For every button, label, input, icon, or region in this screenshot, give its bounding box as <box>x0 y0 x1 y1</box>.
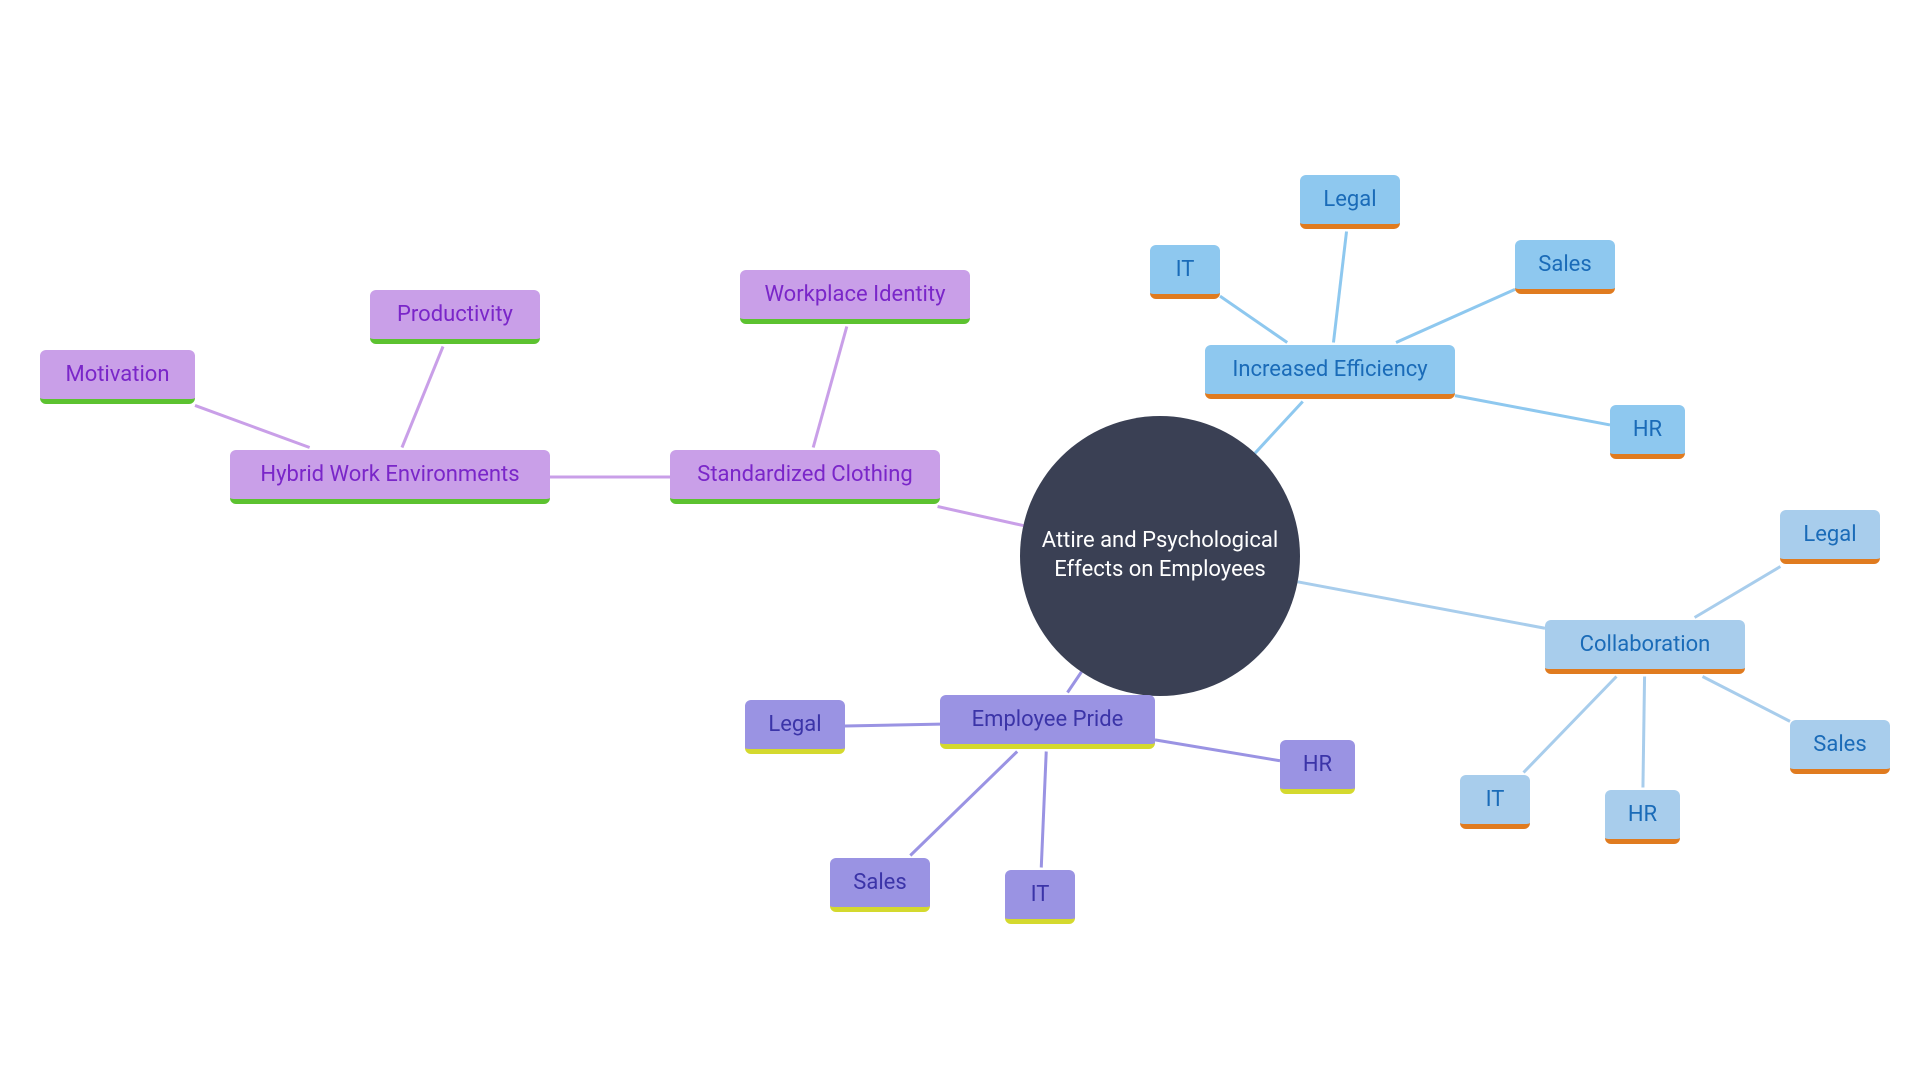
node-label: Standardized Clothing <box>697 462 912 487</box>
edge <box>402 347 443 448</box>
node-label: HR <box>1633 417 1662 442</box>
edge <box>195 405 310 447</box>
center-label: Attire and Psychological Effects on Empl… <box>1040 527 1280 584</box>
edge <box>1067 672 1081 693</box>
node-label: Hybrid Work Environments <box>260 462 519 487</box>
node-eff-legal: Legal <box>1300 175 1400 229</box>
node-label: Productivity <box>397 302 513 327</box>
node-pr-hr: HR <box>1280 740 1355 794</box>
node-col-hr: HR <box>1605 790 1680 844</box>
edge <box>1220 296 1287 342</box>
node-label: HR <box>1303 752 1332 777</box>
edge <box>1396 289 1515 342</box>
node-col-sales: Sales <box>1790 720 1890 774</box>
node-label: Sales <box>1813 732 1866 757</box>
node-std: Standardized Clothing <box>670 450 940 504</box>
node-label: Sales <box>853 870 906 895</box>
node-label: HR <box>1628 802 1657 827</box>
node-mot: Motivation <box>40 350 195 404</box>
node-label: IT <box>1486 787 1505 812</box>
node-label: Employee Pride <box>972 707 1124 732</box>
node-label: Increased Efficiency <box>1232 357 1427 382</box>
node-label: Collaboration <box>1580 632 1711 657</box>
edge <box>1298 582 1545 628</box>
node-col: Collaboration <box>1545 620 1745 674</box>
node-col-it: IT <box>1460 775 1530 829</box>
edge <box>1695 567 1781 618</box>
node-label: Legal <box>1803 522 1856 547</box>
node-label: IT <box>1176 257 1195 282</box>
edge-layer <box>0 0 1920 1080</box>
node-col-legal: Legal <box>1780 510 1880 564</box>
node-label: IT <box>1031 882 1050 907</box>
node-label: Legal <box>768 712 821 737</box>
node-pr-it: IT <box>1005 870 1075 924</box>
edge <box>1703 677 1790 722</box>
edge <box>910 752 1017 856</box>
edge <box>938 507 1024 526</box>
edge <box>1041 752 1046 868</box>
node-pr-sales: Sales <box>830 858 930 912</box>
node-eff: Increased Efficiency <box>1205 345 1455 399</box>
node-label: Legal <box>1323 187 1376 212</box>
edge <box>1455 396 1610 425</box>
node-eff-it: IT <box>1150 245 1220 299</box>
edge <box>1524 677 1617 773</box>
node-pride: Employee Pride <box>940 695 1155 749</box>
edge <box>1255 402 1303 454</box>
node-label: Motivation <box>65 362 169 387</box>
edge <box>1155 740 1280 761</box>
center-node: Attire and Psychological Effects on Empl… <box>1020 416 1300 696</box>
node-pr-legal: Legal <box>745 700 845 754</box>
node-eff-sales: Sales <box>1515 240 1615 294</box>
node-wpi: Workplace Identity <box>740 270 970 324</box>
edge <box>1333 232 1346 343</box>
node-label: Sales <box>1538 252 1591 277</box>
edge <box>1643 677 1645 788</box>
node-eff-hr: HR <box>1610 405 1685 459</box>
node-hyb: Hybrid Work Environments <box>230 450 550 504</box>
mindmap-canvas: Attire and Psychological Effects on Empl… <box>0 0 1920 1080</box>
edge <box>845 724 940 726</box>
node-prod: Productivity <box>370 290 540 344</box>
node-label: Workplace Identity <box>764 282 945 307</box>
edge <box>813 327 847 448</box>
